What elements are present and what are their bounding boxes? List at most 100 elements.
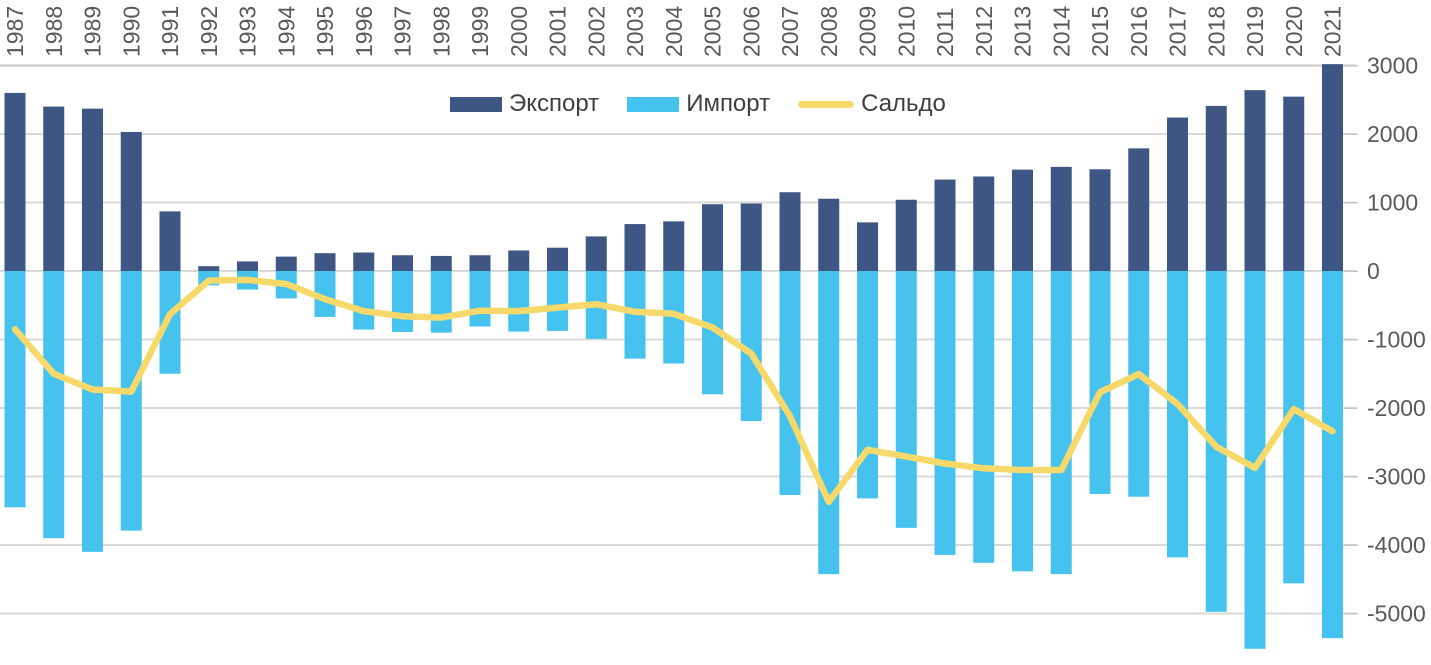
import-bar xyxy=(934,271,956,555)
export-bar xyxy=(392,255,413,271)
import-bar xyxy=(353,271,375,330)
y-axis-label: -3000 xyxy=(1367,464,1426,490)
import-bar xyxy=(740,271,762,422)
x-year-label: 1999 xyxy=(467,6,493,57)
export-bar xyxy=(1167,117,1188,271)
export-bar xyxy=(43,106,65,271)
import-bar xyxy=(1167,271,1188,558)
export-bar xyxy=(585,236,607,271)
import-bar xyxy=(1128,271,1150,497)
import-bar xyxy=(1283,271,1305,584)
export-bar xyxy=(1205,105,1227,271)
export-bar xyxy=(120,131,142,271)
x-year-label: 2013 xyxy=(1010,6,1036,57)
import-bar xyxy=(1050,271,1072,575)
x-year-label: 2017 xyxy=(1165,6,1191,57)
export-bar xyxy=(624,224,646,271)
x-year-label: 2014 xyxy=(1048,6,1074,57)
export-bar xyxy=(702,204,723,271)
x-year-label: 2004 xyxy=(661,6,687,57)
export-bar xyxy=(1012,169,1033,271)
x-year-label: 1997 xyxy=(390,6,416,57)
x-year-label: 1992 xyxy=(196,6,222,57)
import-bar xyxy=(1205,271,1227,612)
x-year-label: 2003 xyxy=(622,6,648,57)
import-bar xyxy=(159,271,181,374)
y-axis-label: 2000 xyxy=(1367,121,1418,147)
export-bar xyxy=(740,203,762,271)
x-year-label: 1994 xyxy=(273,6,299,57)
export-bar xyxy=(973,176,995,271)
x-year-label: 2008 xyxy=(816,6,842,57)
export-bar xyxy=(547,247,568,271)
x-year-label: 2012 xyxy=(971,6,997,57)
export-bar xyxy=(1128,148,1150,271)
import-bar xyxy=(1322,271,1343,639)
x-year-label: 1988 xyxy=(41,6,67,57)
x-year-label: 2010 xyxy=(893,6,919,57)
import-bar xyxy=(895,271,917,528)
x-year-label: 2020 xyxy=(1281,6,1307,57)
import-bar xyxy=(547,271,568,331)
y-axis-label: 1000 xyxy=(1367,190,1418,216)
export-bar xyxy=(818,198,840,271)
export-bar xyxy=(314,253,336,271)
y-axis-label: 3000 xyxy=(1367,53,1418,79)
export-bar xyxy=(430,255,452,271)
import-bar xyxy=(314,271,336,317)
import-bar xyxy=(973,271,995,563)
export-bar xyxy=(1322,64,1343,271)
export-bar xyxy=(469,255,491,271)
x-year-label: 2009 xyxy=(855,6,881,57)
x-year-label: 1991 xyxy=(157,6,183,57)
export-bar xyxy=(198,266,220,271)
export-bar xyxy=(4,92,26,272)
export-bar xyxy=(275,256,297,271)
export-bar xyxy=(1050,166,1072,271)
import-bar xyxy=(430,271,452,333)
export-bar xyxy=(895,199,917,271)
x-year-label: 2000 xyxy=(506,6,532,57)
x-year-label: 1996 xyxy=(351,6,377,57)
import-bar xyxy=(779,271,801,495)
y-axis-label: -4000 xyxy=(1367,532,1426,558)
import-bar xyxy=(1012,271,1033,572)
x-year-label: 1998 xyxy=(428,6,454,57)
saldo-line xyxy=(11,276,1336,506)
export-bar xyxy=(857,222,878,271)
export-bar xyxy=(934,179,956,271)
x-year-label: 2001 xyxy=(545,6,571,57)
y-axis-label: 0 xyxy=(1367,258,1380,284)
import-bar xyxy=(43,271,65,539)
export-bar xyxy=(779,192,801,271)
export-bar xyxy=(1283,96,1305,271)
x-year-label: 1995 xyxy=(312,6,338,57)
x-year-label: 2016 xyxy=(1126,6,1152,57)
y-axis-label: -2000 xyxy=(1367,395,1426,421)
import-bar xyxy=(82,271,103,552)
x-year-label: 2007 xyxy=(777,6,803,57)
export-bar xyxy=(82,108,103,271)
x-year-label: 2018 xyxy=(1203,6,1229,57)
x-year-label: 2011 xyxy=(932,8,958,57)
export-bar xyxy=(237,261,258,271)
import-bar xyxy=(392,271,413,332)
import-bar xyxy=(508,271,530,332)
export-bar xyxy=(508,250,530,271)
import-bar xyxy=(120,271,142,531)
import-bar xyxy=(818,271,840,575)
x-year-label: 1987 xyxy=(2,6,28,57)
import-bar xyxy=(469,271,491,327)
x-year-label: 2015 xyxy=(1087,6,1113,57)
x-year-label: 1993 xyxy=(235,6,261,57)
x-year-label: 1990 xyxy=(118,6,144,57)
import-bar xyxy=(1089,271,1111,494)
import-bar xyxy=(1244,271,1266,649)
y-axis-label: -1000 xyxy=(1367,327,1426,353)
x-year-label: 1989 xyxy=(80,6,106,57)
y-axis-label: -5000 xyxy=(1367,601,1426,627)
export-bar xyxy=(1089,169,1111,271)
x-year-label: 2006 xyxy=(738,6,764,57)
